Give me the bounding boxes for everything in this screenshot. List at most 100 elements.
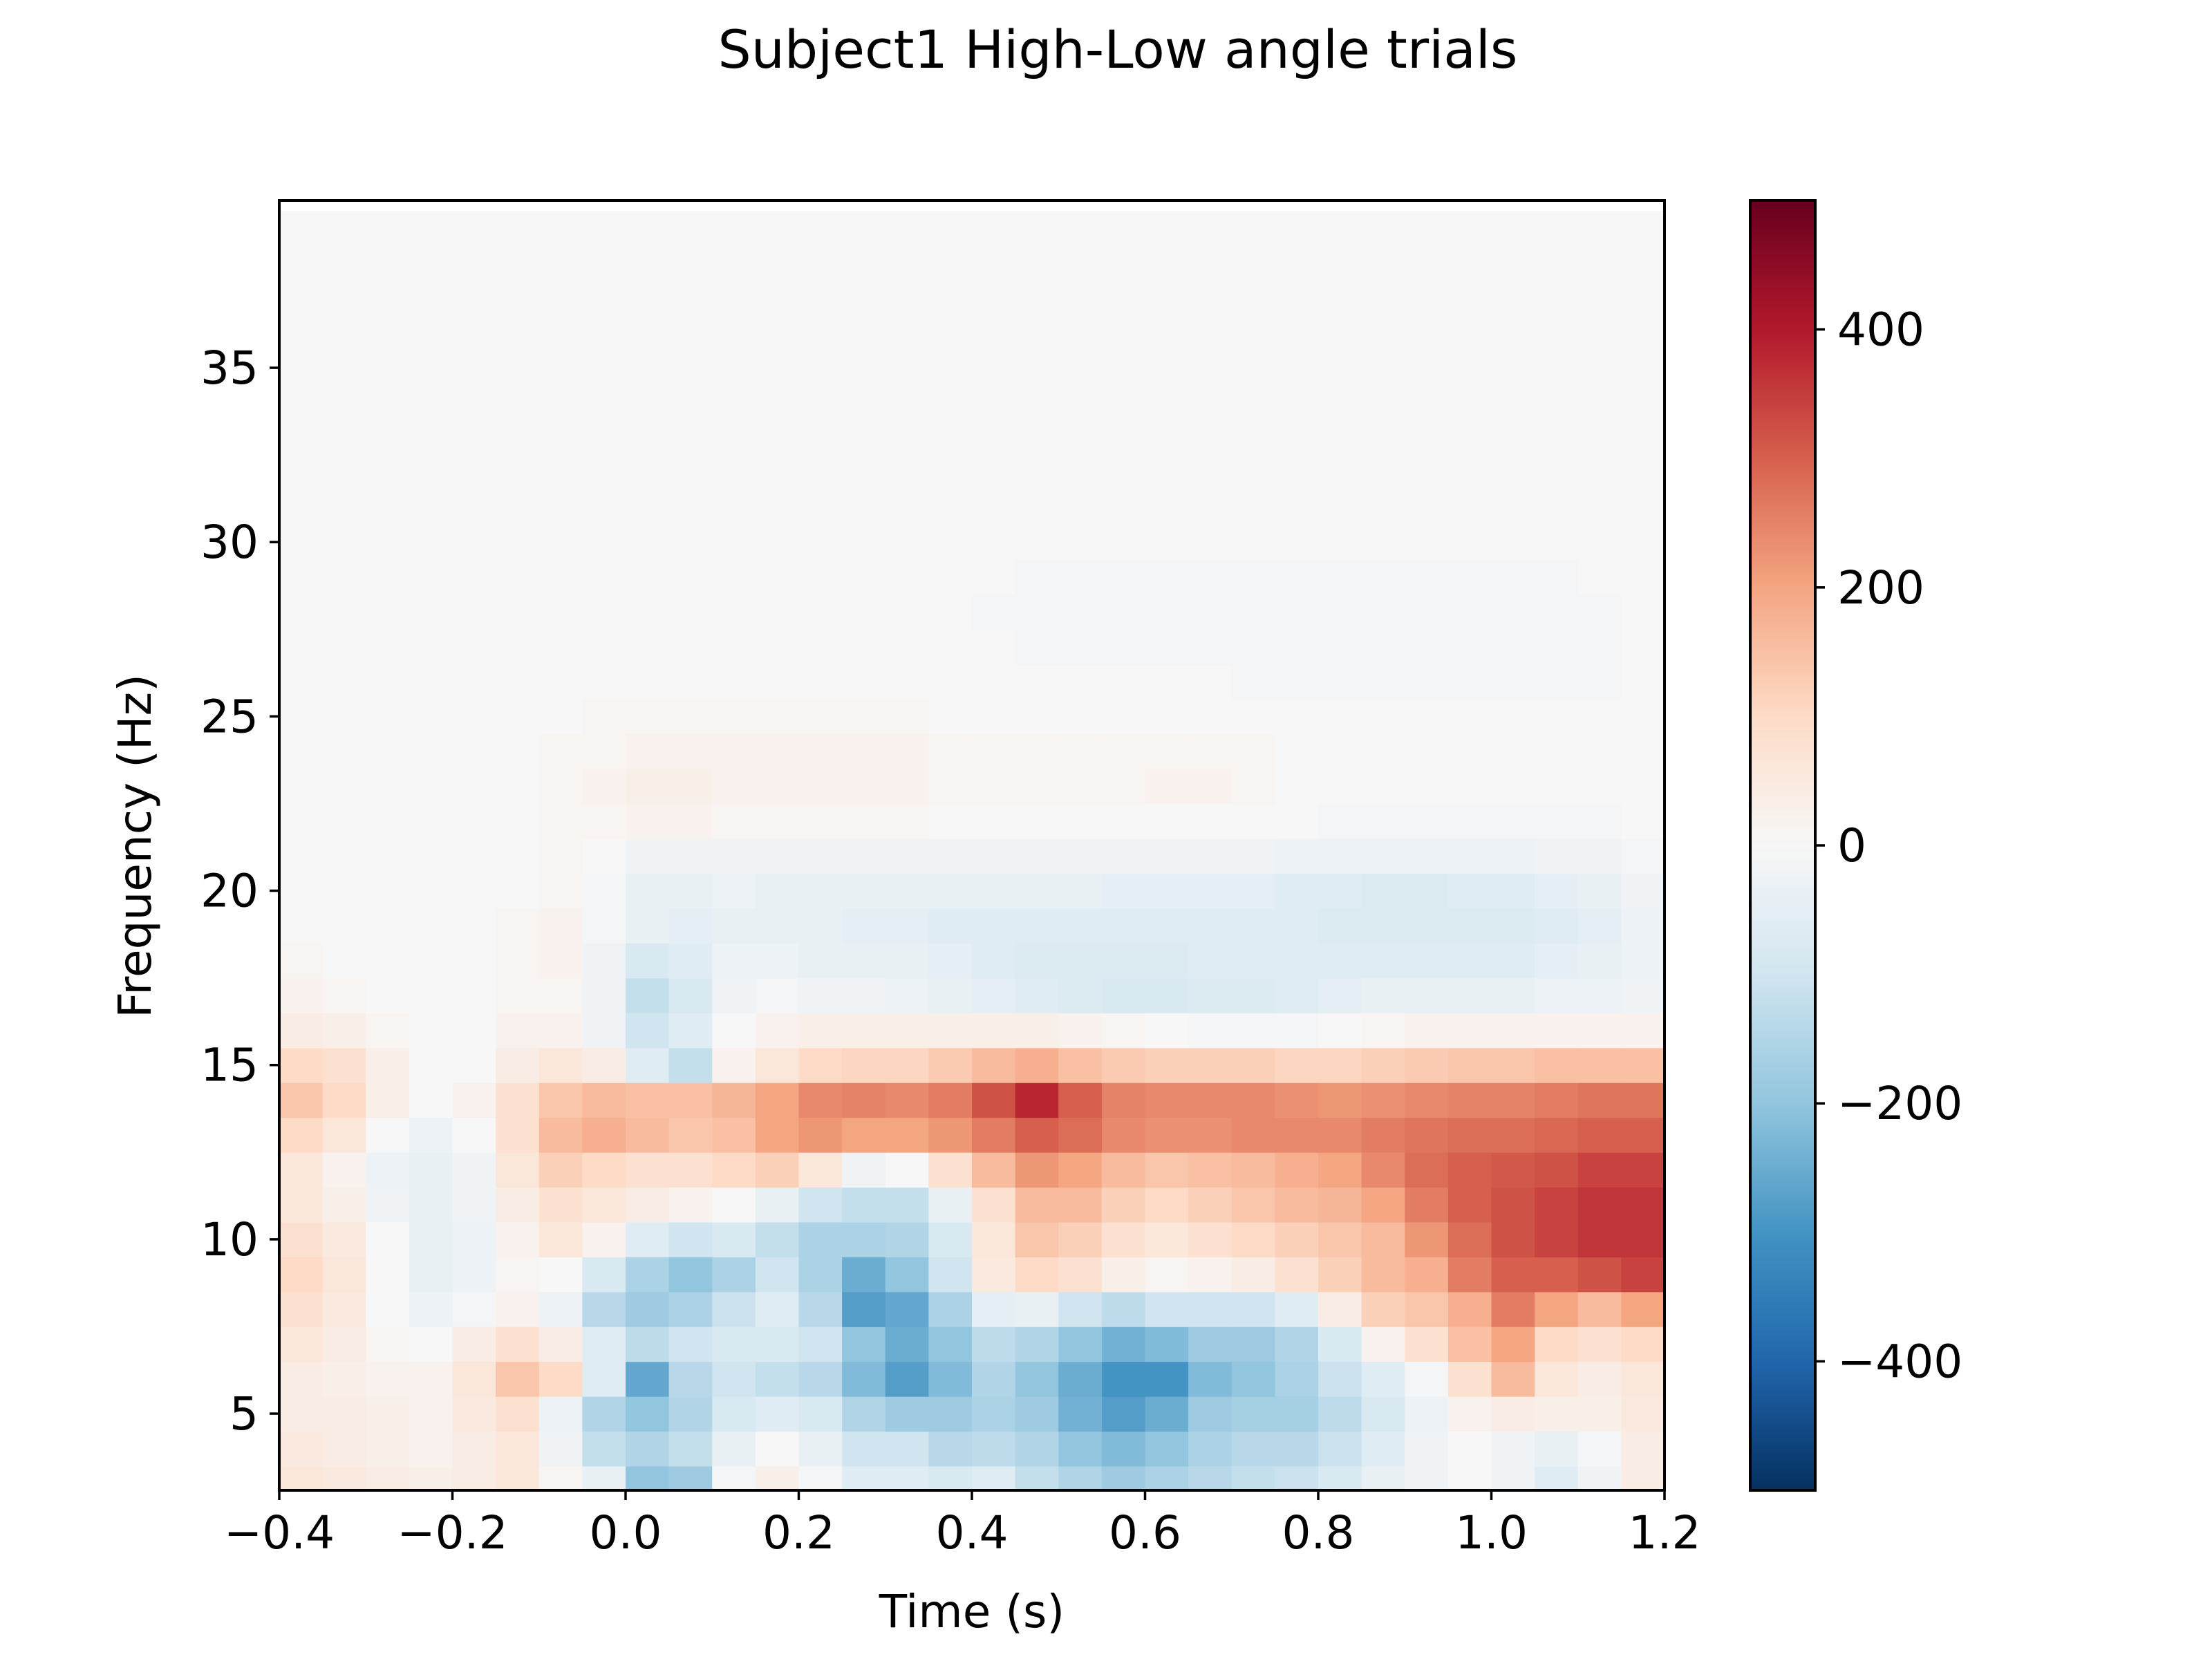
heatmap-cell — [1621, 350, 1665, 386]
heatmap-cell — [798, 664, 843, 700]
heatmap-cell — [1535, 1187, 1579, 1223]
heatmap-cell — [1145, 699, 1189, 735]
heatmap-cell — [842, 1431, 886, 1467]
heatmap-cell — [755, 1013, 800, 1049]
heatmap-cell — [626, 1431, 670, 1467]
heatmap-cell — [1015, 1396, 1060, 1432]
heatmap-cell — [409, 1257, 453, 1293]
heatmap-cell — [409, 525, 453, 561]
heatmap-cell — [1275, 559, 1319, 595]
heatmap-cell — [1447, 385, 1492, 421]
heatmap-cell — [496, 1221, 540, 1257]
heatmap-cell — [1188, 908, 1232, 944]
heatmap-cell — [322, 699, 367, 735]
heatmap-cell — [1275, 211, 1319, 247]
heatmap-cell — [1621, 1257, 1665, 1293]
heatmap-cell — [1058, 245, 1103, 281]
heatmap-cell — [1058, 943, 1103, 979]
heatmap-cell — [582, 1221, 626, 1257]
heatmap-cell — [1058, 420, 1103, 456]
heatmap-cell — [798, 1013, 843, 1049]
heatmap-cell — [1015, 943, 1060, 979]
heatmap-cell — [842, 1257, 886, 1293]
heatmap-cell — [1577, 1326, 1622, 1362]
heatmap-cell — [1621, 1152, 1665, 1188]
heatmap-cell — [842, 977, 886, 1013]
heatmap-cell — [1447, 1431, 1492, 1467]
heatmap-cell — [1145, 385, 1189, 421]
heatmap-cell — [1275, 803, 1319, 839]
heatmap-cell — [409, 1047, 453, 1083]
heatmap-cell — [279, 455, 324, 491]
heatmap-cell — [1275, 1291, 1319, 1327]
heatmap-cell — [1491, 873, 1535, 909]
heatmap-cell — [1405, 385, 1449, 421]
heatmap-cell — [668, 699, 713, 735]
heatmap-cell — [972, 455, 1016, 491]
heatmap-cell — [755, 1465, 800, 1490]
heatmap-cell — [1535, 489, 1579, 525]
heatmap-cell — [1015, 455, 1060, 491]
heatmap-cell — [755, 245, 800, 281]
heatmap-cell — [322, 629, 367, 665]
heatmap-cell — [1058, 594, 1103, 630]
x-tick-label: 0.8 — [1282, 1506, 1355, 1559]
heatmap-cell — [712, 1013, 756, 1049]
heatmap-cell — [1101, 1082, 1146, 1118]
heatmap-cell — [496, 699, 540, 735]
heatmap-cell — [885, 489, 930, 525]
heatmap-cell — [755, 525, 800, 561]
heatmap-cell — [755, 838, 800, 874]
heatmap-cell — [1361, 350, 1406, 386]
heatmap-cell — [279, 1465, 324, 1490]
heatmap-cell — [1405, 211, 1449, 247]
heatmap-cell — [1101, 664, 1146, 700]
heatmap-cell — [582, 489, 626, 525]
heatmap-cell — [1491, 733, 1535, 769]
heatmap-cell — [538, 1465, 583, 1490]
heatmap-cell — [366, 1465, 410, 1490]
heatmap-cell — [626, 699, 670, 735]
heatmap-cell — [972, 733, 1016, 769]
heatmap-cell — [452, 803, 496, 839]
heatmap-cell — [1318, 489, 1362, 525]
heatmap-cell — [279, 1047, 324, 1083]
heatmap-cell — [1491, 559, 1535, 595]
heatmap-cell — [538, 838, 583, 874]
heatmap-cell — [885, 1082, 930, 1118]
heatmap-cell — [1621, 1187, 1665, 1223]
heatmap-cell — [1145, 489, 1189, 525]
heatmap-cell — [626, 1013, 670, 1049]
heatmap-cell — [1145, 1013, 1189, 1049]
heatmap-cell — [972, 245, 1016, 281]
heatmap-cell — [1015, 733, 1060, 769]
heatmap-cell — [755, 420, 800, 456]
heatmap-cell — [1621, 525, 1665, 561]
heatmap-cell — [626, 280, 670, 317]
heatmap-cell — [1275, 420, 1319, 456]
heatmap-cell — [1491, 455, 1535, 491]
heatmap-cell — [1361, 455, 1406, 491]
heatmap-cell — [1275, 1047, 1319, 1083]
heatmap-cell — [1188, 1431, 1232, 1467]
heatmap-cell — [626, 1082, 670, 1118]
heatmap-cell — [885, 1221, 930, 1257]
heatmap-cell — [928, 1361, 973, 1397]
heatmap-cell — [972, 1187, 1016, 1223]
heatmap-cell — [885, 385, 930, 421]
heatmap-cell — [928, 385, 973, 421]
heatmap-cell — [1535, 803, 1579, 839]
heatmap-cell — [1577, 943, 1622, 979]
heatmap-cell — [1447, 699, 1492, 735]
heatmap-cell — [668, 1431, 713, 1467]
heatmap-cell — [712, 977, 756, 1013]
heatmap-cell — [885, 1257, 930, 1293]
heatmap-cell — [755, 769, 800, 805]
heatmap-cell — [626, 733, 670, 769]
heatmap-cell — [1275, 1117, 1319, 1153]
heatmap-cell — [972, 629, 1016, 665]
heatmap-cell — [755, 873, 800, 909]
heatmap-cell — [885, 245, 930, 281]
heatmap-cell — [1058, 1291, 1103, 1327]
heatmap-cell — [452, 1291, 496, 1327]
